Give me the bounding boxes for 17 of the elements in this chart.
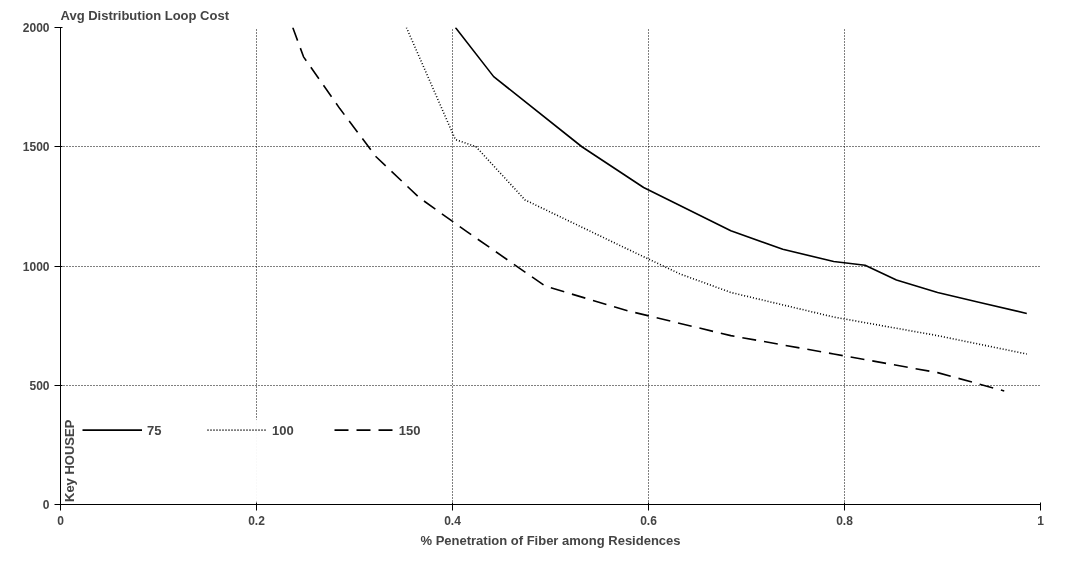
x-tick-label: 0.6 bbox=[640, 513, 658, 528]
legend-title: Key HOUSEP bbox=[62, 419, 77, 502]
x-tick-label: 1 bbox=[1037, 513, 1045, 528]
y-tick-label: 500 bbox=[29, 378, 50, 393]
y-tick-label: 1500 bbox=[22, 140, 50, 155]
x-tick-label: 0 bbox=[57, 513, 65, 528]
x-axis-title: % Penetration of Fiber among Residences bbox=[420, 532, 681, 548]
x-tick-label: 0.4 bbox=[444, 513, 462, 528]
x-tick-label: 0.8 bbox=[836, 513, 854, 528]
legend-label: 75 bbox=[147, 422, 163, 438]
legend-label: 150 bbox=[398, 422, 421, 438]
legend-label: 100 bbox=[272, 422, 294, 438]
x-tick-label: 0.2 bbox=[248, 513, 266, 528]
y-axis-title: Avg Distribution Loop Cost bbox=[60, 7, 230, 23]
y-tick-label: 1000 bbox=[22, 259, 50, 274]
y-tick-label: 2000 bbox=[22, 21, 50, 35]
y-tick-label: 0 bbox=[42, 498, 50, 512]
